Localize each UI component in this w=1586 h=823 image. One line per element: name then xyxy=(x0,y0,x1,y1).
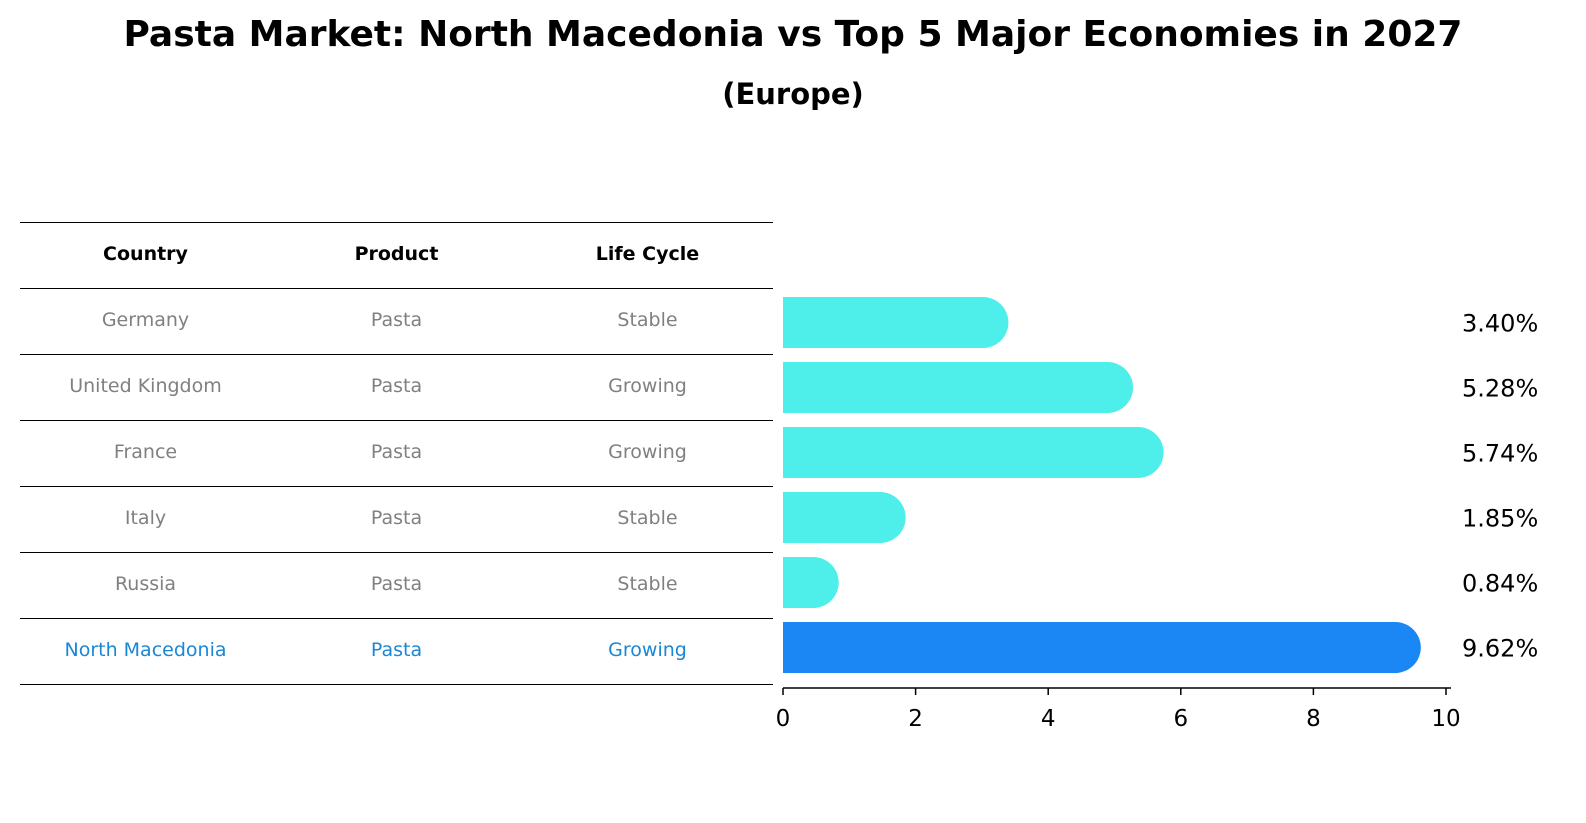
bar-russia xyxy=(783,557,839,608)
table-cell: Pasta xyxy=(370,441,423,463)
table-cell: Germany xyxy=(101,309,190,331)
x-tick-label: 2 xyxy=(908,706,923,732)
bar-italy xyxy=(783,492,906,543)
table-cell: North Macedonia xyxy=(64,639,227,661)
table-divider xyxy=(20,222,773,223)
x-tick-label: 6 xyxy=(1173,706,1188,732)
table-cell: Pasta xyxy=(370,309,423,331)
table-cell: Growing xyxy=(608,639,687,661)
bar-value-label: 9.62% xyxy=(1462,635,1538,663)
table-cell: France xyxy=(113,441,178,463)
x-tick-label: 4 xyxy=(1041,706,1056,732)
table-divider xyxy=(20,486,773,487)
bar-france xyxy=(783,427,1164,478)
table-divider xyxy=(20,288,773,289)
x-tick-label: 8 xyxy=(1306,706,1321,732)
table-divider xyxy=(20,420,773,421)
table-divider xyxy=(20,618,773,619)
chart-title: Pasta Market: North Macedonia vs Top 5 M… xyxy=(123,14,1463,55)
bar-north-macedonia xyxy=(783,622,1421,673)
bar-value-label: 0.84% xyxy=(1462,570,1538,598)
table-cell: Pasta xyxy=(370,507,423,529)
bar-value-label: 3.40% xyxy=(1462,310,1538,338)
table-header-cell: Country xyxy=(103,243,188,265)
table-cell: Russia xyxy=(114,573,177,595)
x-tick-label: 10 xyxy=(1431,706,1460,732)
bar-germany xyxy=(783,297,1009,348)
bar-united-kingdom xyxy=(783,362,1134,413)
table-cell: Stable xyxy=(617,507,678,529)
table-header-cell: Product xyxy=(354,243,439,265)
bar-value-label: 5.74% xyxy=(1462,440,1538,468)
table-cell: Growing xyxy=(608,441,687,463)
table-divider xyxy=(20,552,773,553)
table-divider xyxy=(20,684,773,685)
table-cell: Stable xyxy=(617,573,678,595)
bar-value-label: 5.28% xyxy=(1462,375,1538,403)
table-cell: Pasta xyxy=(370,375,423,397)
bar-value-label: 1.85% xyxy=(1462,505,1538,533)
table-divider xyxy=(20,354,773,355)
table-cell: Pasta xyxy=(370,573,423,595)
table-cell: Growing xyxy=(608,375,687,397)
table-cell: Stable xyxy=(617,309,678,331)
table-cell: Pasta xyxy=(370,639,423,661)
table-cell: Italy xyxy=(124,507,167,529)
table-cell: United Kingdom xyxy=(69,375,222,397)
x-tick-label: 0 xyxy=(776,706,791,732)
table-header-cell: Life Cycle xyxy=(595,243,700,265)
chart-subtitle: (Europe) xyxy=(722,77,864,111)
